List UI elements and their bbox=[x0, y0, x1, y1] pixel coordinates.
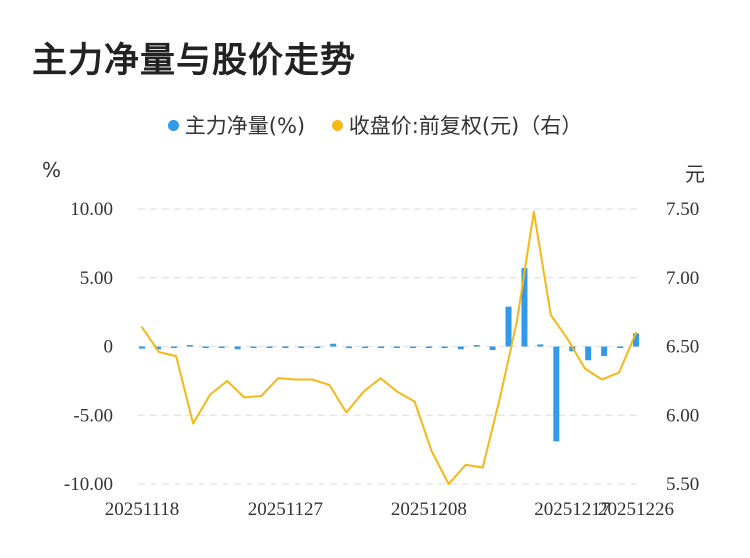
price-point bbox=[550, 314, 552, 316]
net-bar bbox=[362, 346, 369, 348]
price-point bbox=[328, 384, 330, 386]
y-right-tick-label: 7.00 bbox=[666, 268, 699, 289]
price-point bbox=[430, 450, 433, 452]
net-bar bbox=[378, 346, 385, 348]
net-legend-label: 主力净量(%) bbox=[184, 114, 306, 138]
net-bar bbox=[617, 346, 624, 348]
net-bar bbox=[409, 346, 416, 348]
net-bar bbox=[266, 346, 273, 348]
right-axis-unit: 元 bbox=[685, 162, 705, 186]
price-point bbox=[482, 466, 484, 469]
price-point bbox=[158, 351, 160, 353]
net-bar bbox=[537, 344, 544, 347]
net-bar bbox=[633, 333, 639, 347]
price-point bbox=[413, 400, 416, 403]
y-right-tick-label: 5.50 bbox=[666, 474, 699, 495]
net-bar bbox=[601, 346, 608, 357]
y-right-tick-label: 7.50 bbox=[666, 199, 699, 220]
left-axis-unit: % bbox=[42, 158, 62, 182]
price-point bbox=[465, 464, 467, 466]
net-bar bbox=[234, 346, 241, 350]
x-tick-label: 20251208 bbox=[391, 499, 467, 520]
net-bar bbox=[585, 346, 592, 361]
price-point bbox=[584, 367, 586, 370]
y-left-tick-label: 10.00 bbox=[70, 199, 113, 220]
price-point bbox=[294, 378, 296, 381]
net-bar bbox=[489, 346, 496, 350]
net-bar bbox=[521, 268, 528, 347]
price-legend-label: 收盘价:前复权(元)（右） bbox=[348, 114, 583, 138]
x-tick-label: 20251217 bbox=[534, 499, 610, 520]
price-point bbox=[618, 372, 620, 374]
legend-item-price[interactable]: 收盘价:前复权(元)（右） bbox=[331, 110, 583, 140]
price-line bbox=[141, 210, 637, 485]
price-point bbox=[209, 394, 211, 396]
net-bar bbox=[170, 346, 177, 348]
price-point bbox=[141, 326, 143, 328]
net-bar bbox=[393, 346, 400, 348]
price-point bbox=[533, 211, 535, 213]
x-tick-label: 20251226 bbox=[598, 499, 674, 520]
net-bar bbox=[250, 346, 257, 348]
price-point bbox=[192, 422, 194, 425]
net-bar bbox=[202, 346, 209, 348]
net-bar bbox=[218, 346, 225, 348]
net-bar bbox=[139, 346, 145, 349]
price-point bbox=[243, 396, 245, 398]
x-tick-label: 20251127 bbox=[248, 499, 323, 520]
price-point bbox=[226, 380, 228, 382]
price-point bbox=[601, 378, 603, 381]
net-bar bbox=[186, 345, 193, 347]
y-right-tick-label: 6.50 bbox=[666, 337, 699, 358]
price-point bbox=[175, 355, 177, 357]
net-bar bbox=[473, 345, 480, 347]
y-left-tick-label: 0 bbox=[104, 337, 114, 358]
net-bar bbox=[298, 346, 305, 348]
price-point bbox=[567, 339, 569, 341]
y-right-tick-label: 6.00 bbox=[666, 405, 699, 426]
price-point bbox=[260, 395, 262, 397]
price-point bbox=[311, 378, 313, 381]
chart-title: 主力净量与股价走势 bbox=[32, 41, 357, 81]
price-point bbox=[277, 377, 279, 379]
net-bar bbox=[346, 346, 353, 349]
x-tick-label: 20251118 bbox=[105, 499, 180, 520]
price-point bbox=[362, 391, 365, 393]
price-point bbox=[516, 321, 518, 323]
price-point bbox=[448, 483, 450, 485]
net-bar bbox=[457, 346, 464, 350]
net-bar bbox=[441, 346, 448, 348]
legend-item-net[interactable]: 主力净量(%) bbox=[167, 110, 306, 140]
y-left-tick-label: -5.00 bbox=[73, 405, 113, 426]
price-point bbox=[396, 391, 399, 393]
net-legend-dot bbox=[167, 119, 179, 131]
price-point bbox=[635, 332, 637, 334]
net-bar bbox=[282, 346, 289, 348]
net-bar bbox=[425, 346, 432, 348]
legend: 主力净量(%) 收盘价:前复权(元)（右） bbox=[0, 110, 750, 140]
net-bar bbox=[505, 306, 512, 347]
y-left-tick-label: 5.00 bbox=[80, 268, 113, 289]
price-point bbox=[499, 398, 501, 400]
price-point bbox=[345, 411, 348, 414]
net-bar bbox=[330, 343, 337, 347]
net-bar bbox=[314, 346, 321, 348]
net-bar bbox=[553, 346, 560, 442]
net-bar bbox=[154, 346, 161, 350]
y-left-tick-label: -10.00 bbox=[64, 474, 113, 495]
price-legend-dot bbox=[331, 119, 343, 131]
price-point bbox=[379, 377, 382, 379]
